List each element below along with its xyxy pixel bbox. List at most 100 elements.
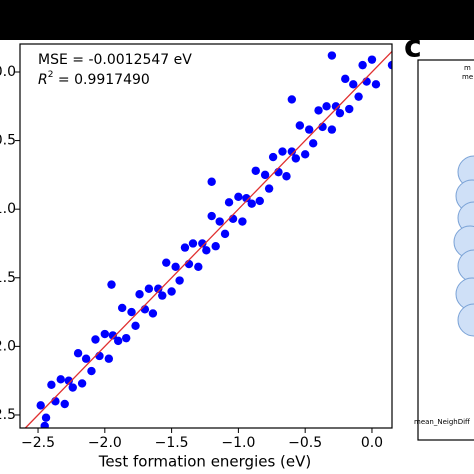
y-tick-label: −0.5: [0, 133, 16, 149]
point: [104, 354, 114, 363]
point: [162, 258, 171, 267]
point: [108, 331, 118, 340]
point: [278, 147, 287, 156]
point: [335, 108, 345, 118]
point: [41, 413, 51, 422]
point: [135, 290, 144, 299]
point: [291, 154, 301, 163]
point: [121, 333, 131, 343]
y-tick-label: −1.5: [0, 270, 16, 286]
point: [268, 152, 278, 162]
point: [148, 309, 158, 318]
point: [234, 192, 243, 202]
point: [140, 305, 150, 314]
point: [107, 280, 116, 289]
point: [51, 397, 60, 406]
y-tick-label: 0.0: [0, 64, 16, 80]
panel-text: me: [462, 73, 473, 81]
panel-label: c: [404, 30, 422, 65]
point: [91, 335, 100, 344]
panel-text: mean_NeighDiff: [414, 418, 470, 426]
point: [117, 303, 127, 313]
point: [211, 242, 220, 251]
point: [224, 198, 234, 207]
point: [127, 307, 136, 317]
point: [47, 380, 56, 389]
point: [81, 354, 91, 363]
y-tick-label: −1.0: [0, 201, 16, 217]
point: [207, 211, 216, 221]
point: [295, 121, 305, 130]
reference-line: [24, 50, 393, 429]
point: [215, 217, 224, 226]
panel-text: m: [464, 64, 471, 72]
point: [387, 60, 392, 70]
annotation-symbol: R: [38, 72, 48, 88]
point: [331, 102, 341, 111]
point: [194, 262, 203, 271]
point: [327, 51, 337, 60]
x-tick-label: −2.5: [21, 435, 55, 451]
diagram-nodes: [453, 155, 474, 337]
point: [87, 366, 96, 376]
point: [56, 375, 65, 384]
point: [207, 177, 216, 186]
diagram-frame: [417, 59, 474, 441]
y-tick-label: −2.5: [0, 407, 16, 423]
point: [260, 170, 270, 180]
point: [274, 167, 283, 177]
point: [180, 243, 190, 252]
plot: −2.5 −2.0 −1.5 −1.0 −0.5 0.0 0.0 −0.5 −1.0 −1.5 −2…: [0, 43, 393, 451]
point: [251, 166, 260, 175]
point: [158, 291, 167, 300]
x-tick-label: −1.0: [221, 435, 255, 451]
point: [228, 214, 238, 223]
axes-frame: [19, 43, 393, 429]
point: [371, 80, 381, 89]
x-axis-label: Test formation energies (eV): [98, 453, 312, 471]
point: [287, 147, 297, 156]
point: [238, 217, 247, 226]
point: [282, 172, 291, 181]
annotation-value: = 0.9917490: [53, 72, 149, 88]
point: [327, 125, 337, 134]
point: [113, 336, 123, 346]
point: [349, 80, 358, 89]
point: [358, 60, 367, 70]
point: [202, 246, 211, 255]
point: [247, 199, 256, 208]
point: [73, 349, 83, 358]
point: [77, 379, 87, 388]
point: [367, 55, 377, 64]
points: [36, 51, 392, 428]
point: [131, 321, 140, 330]
point: [308, 139, 318, 148]
point: [68, 383, 77, 392]
point: [264, 184, 274, 193]
annotation: R2 = 0.9917490: [38, 70, 150, 89]
point: [171, 262, 180, 271]
x-tick-label: −0.5: [288, 435, 322, 451]
x-tick-label: −2.0: [88, 435, 122, 451]
point: [95, 351, 104, 361]
point: [220, 229, 230, 239]
point: [314, 106, 323, 115]
point: [318, 122, 327, 132]
point: [362, 77, 371, 86]
x-tick-label: 0.0: [361, 435, 383, 451]
point: [341, 74, 350, 84]
annotation-exponent: 2: [48, 70, 54, 80]
point: [167, 287, 176, 296]
top-bar: [0, 0, 474, 40]
point: [40, 421, 49, 428]
point: [175, 276, 184, 285]
point: [304, 125, 314, 134]
point: [322, 102, 331, 111]
point: [354, 92, 363, 101]
point: [100, 329, 110, 339]
point: [198, 239, 207, 248]
point: [64, 376, 73, 385]
point: [36, 401, 45, 410]
point: [345, 104, 354, 114]
